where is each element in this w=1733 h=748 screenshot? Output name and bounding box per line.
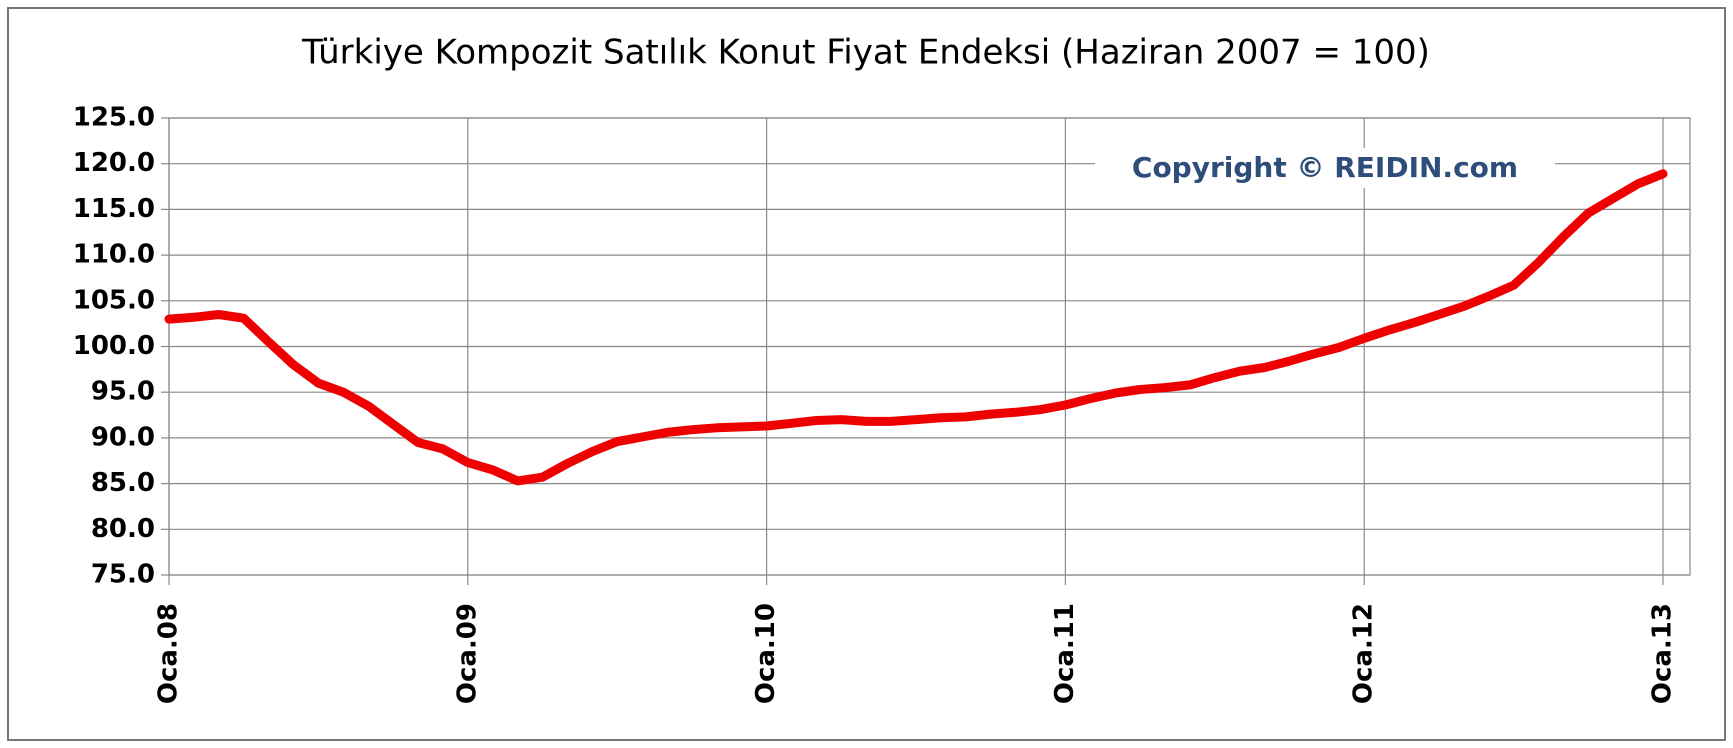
y-tick-label: 115.0 [73, 194, 155, 224]
x-tick-label: Oca.12 [1349, 603, 1379, 704]
y-tick-label: 100.0 [73, 331, 155, 361]
annotation: Copyright © REIDIN.com [1132, 151, 1518, 184]
annotation-box [1095, 148, 1555, 188]
y-tick-label: 95.0 [91, 377, 155, 407]
y-tick-label: 85.0 [91, 468, 155, 498]
chart-title: Türkiye Kompozit Satılık Konut Fiyat End… [301, 33, 1430, 73]
y-tick-label: 105.0 [73, 285, 155, 315]
y-tick-label: 75.0 [91, 560, 155, 590]
x-tick-label: Oca.13 [1648, 603, 1678, 704]
line [164, 169, 1668, 486]
y-tick-label: 110.0 [73, 240, 155, 270]
plot-frame [168, 117, 1691, 576]
y-tick-label: 120.0 [73, 148, 155, 178]
y-tick-label: 90.0 [91, 422, 155, 452]
chart-border [7, 7, 1726, 741]
x-tick-label: Oca.08 [154, 603, 184, 704]
y-tick-label: 80.0 [91, 514, 155, 544]
x-tick-label: Oca.11 [1050, 603, 1080, 704]
y-tick-label: 125.0 [73, 103, 155, 133]
x-tick-label: Oca.09 [452, 603, 482, 704]
x-tick-label: Oca.10 [751, 603, 781, 704]
